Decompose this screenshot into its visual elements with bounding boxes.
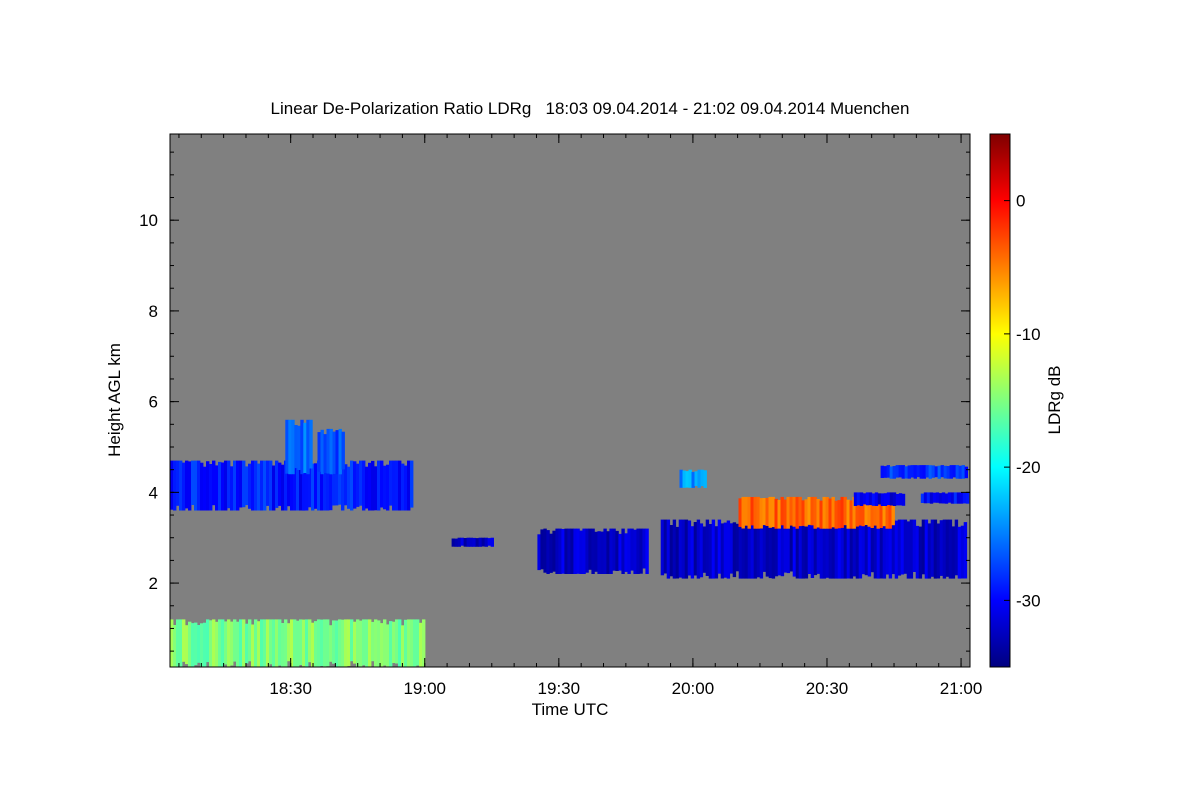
x-tick-label: 20:30 — [806, 679, 849, 698]
y-tick-label: 6 — [149, 393, 158, 412]
axis-ticks: 18:30 19:00 19:30 20:00 20:30 21:00 2 4 6 8 10 — [139, 134, 982, 698]
colorbar — [989, 133, 1011, 668]
feature-cirrus-layer — [170, 460, 414, 511]
x-tick-label: 18:30 — [269, 679, 312, 698]
x-tick-label: 20:00 — [672, 679, 715, 698]
feature-upper-cloud-1 — [679, 469, 707, 488]
feature-upper-cloud-3 — [853, 492, 906, 506]
colorbar-tick-label: 0 — [1016, 192, 1025, 211]
y-tick-label: 8 — [149, 302, 158, 321]
colorbar-label: LDRg dB — [1045, 366, 1064, 435]
feature-mid-cloud-1 — [537, 528, 649, 574]
feature-upper-cloud-4 — [920, 492, 970, 504]
colorbar-tick-label: -30 — [1016, 591, 1041, 610]
y-tick-label: 2 — [149, 574, 158, 593]
feature-melting-layer — [738, 496, 895, 529]
x-tick-label: 19:00 — [403, 679, 446, 698]
colorbar-ticks: 0 -10 -20 -30 — [1004, 192, 1041, 610]
chart-title: Linear De-Polarization Ratio LDRg 18:03 … — [271, 99, 910, 118]
colorbar-tick-label: -10 — [1016, 325, 1041, 344]
colorbar-tick-label: -20 — [1016, 458, 1041, 477]
x-axis-label: Time UTC — [532, 700, 609, 719]
feature-small-cloud — [451, 537, 494, 547]
plot-background — [170, 134, 970, 667]
plot-frame — [169, 133, 971, 668]
feature-upper-cloud-2 — [880, 465, 968, 479]
feature-mid-cloud-2 — [660, 519, 968, 579]
y-tick-label: 4 — [149, 483, 158, 502]
feature-fall-streak-2 — [317, 428, 345, 475]
feature-boundary-layer-aerosol — [170, 619, 426, 667]
y-tick-label: 10 — [139, 211, 158, 230]
plot-layer — [170, 419, 970, 667]
x-tick-label: 21:00 — [940, 679, 983, 698]
x-tick-label: 19:30 — [538, 679, 581, 698]
feature-fall-streak-1 — [285, 419, 313, 475]
y-axis-label: Height AGL km — [105, 343, 124, 457]
